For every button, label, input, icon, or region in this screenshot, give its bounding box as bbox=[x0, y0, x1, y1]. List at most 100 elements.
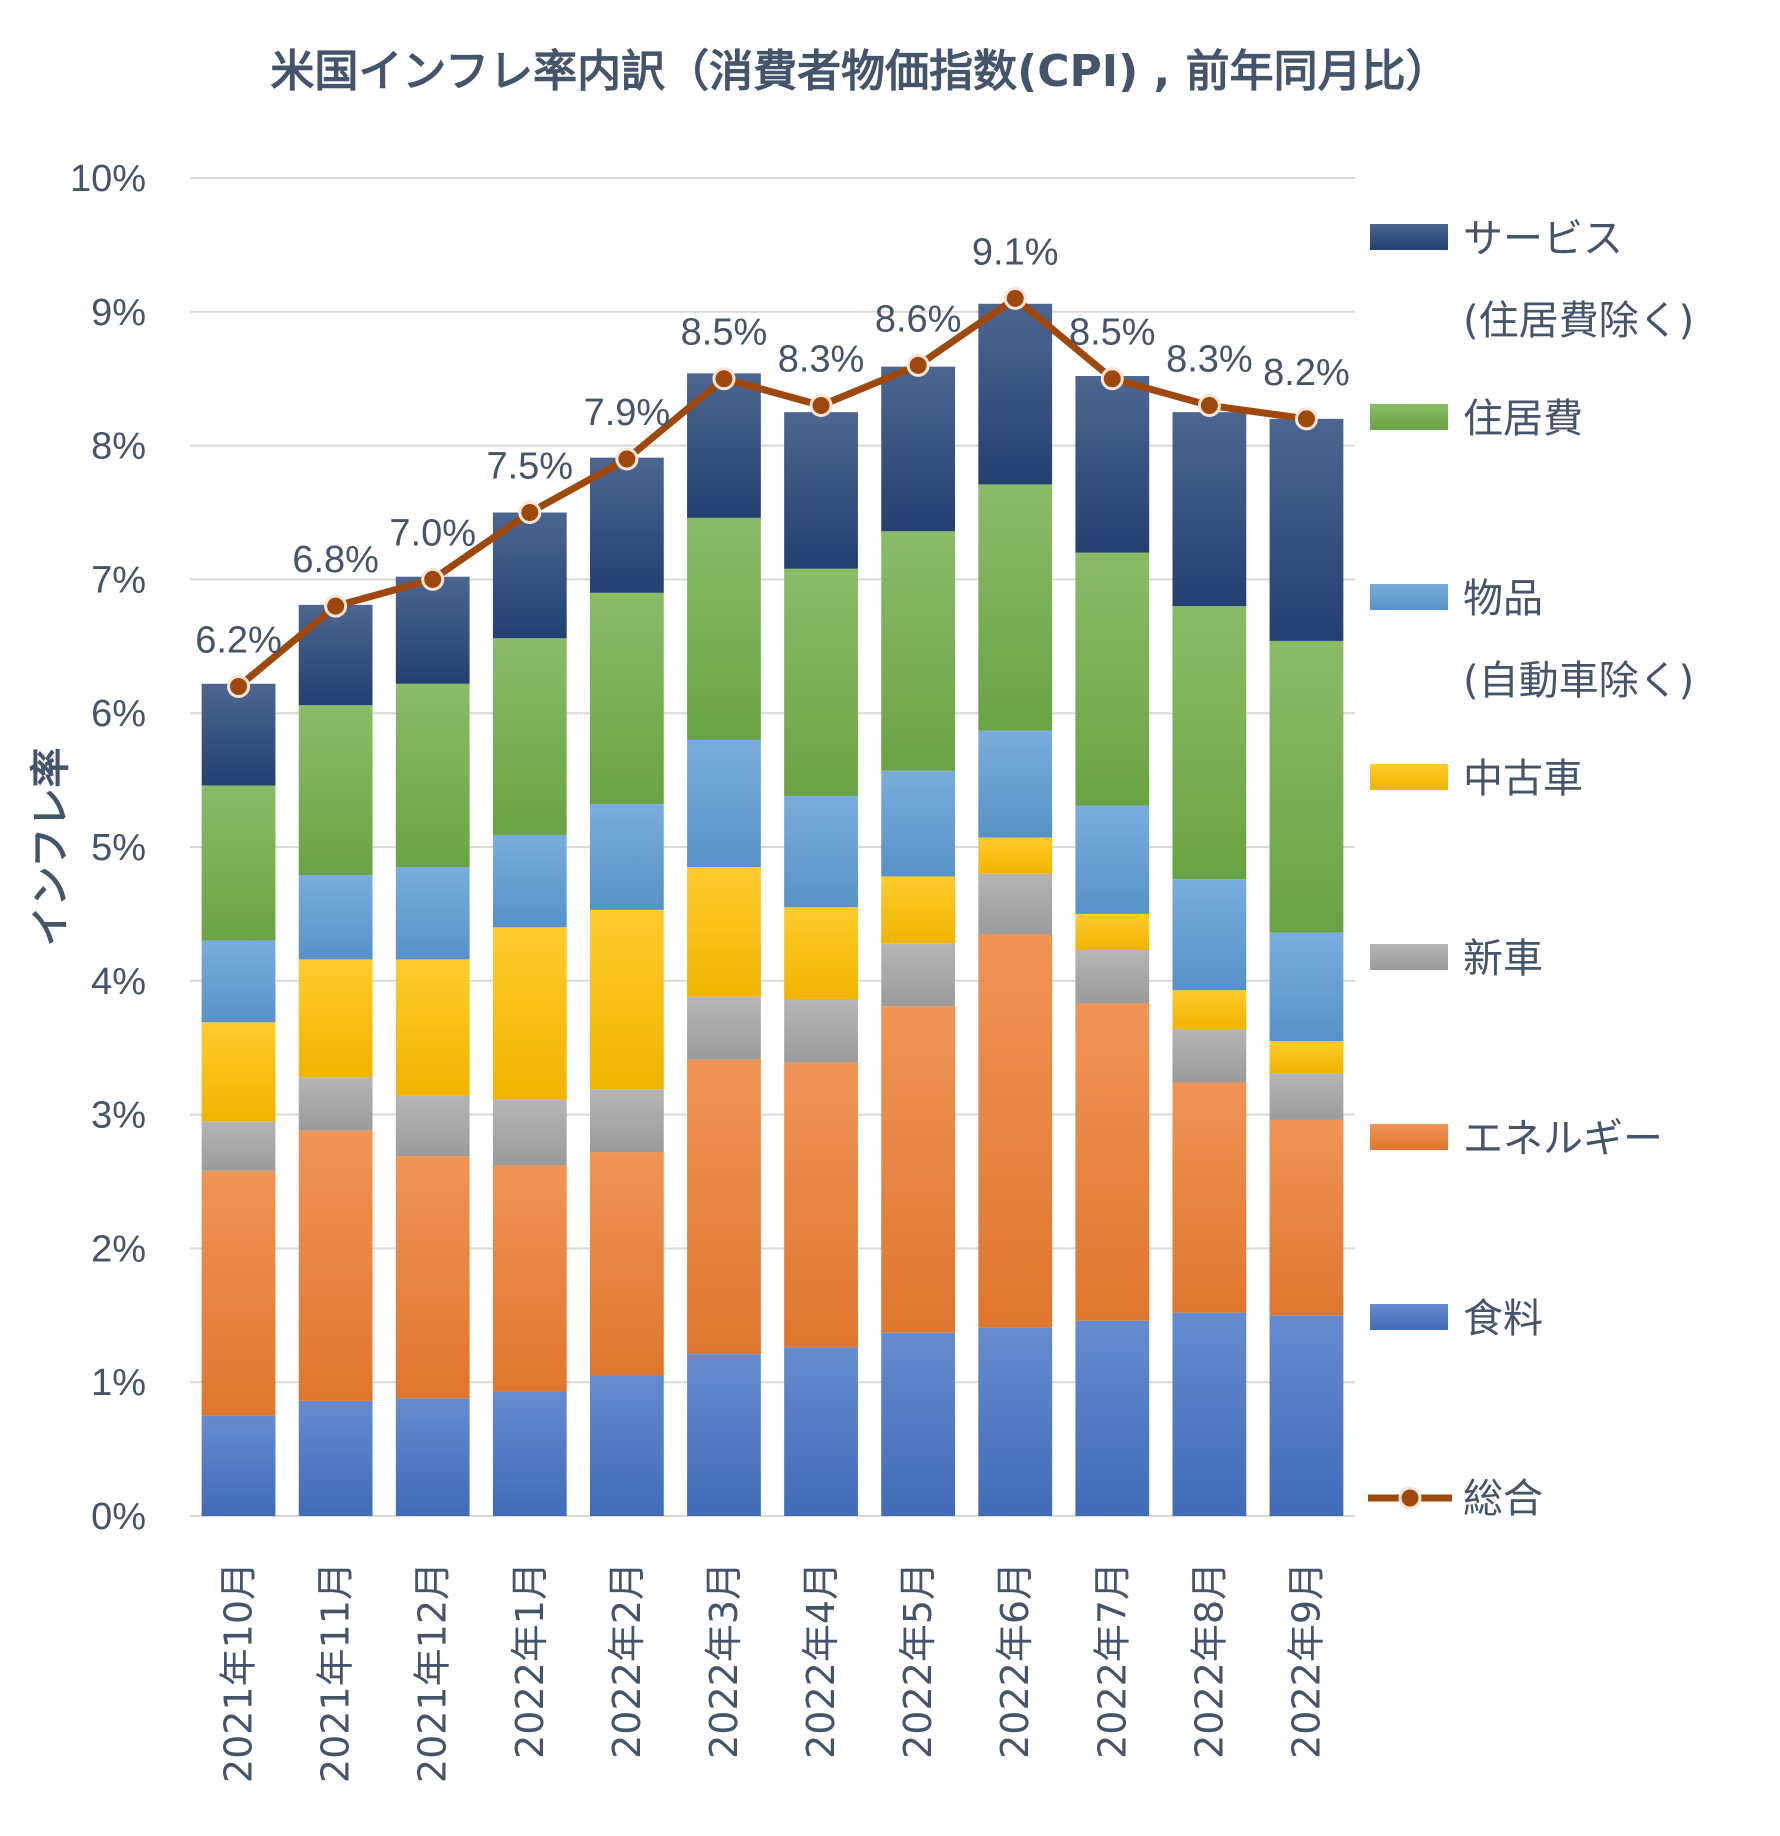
bar-segment bbox=[589, 909, 664, 1090]
bar-segment bbox=[298, 875, 373, 960]
total-data-label: 6.8% bbox=[292, 539, 379, 581]
bar-segment bbox=[1269, 1041, 1344, 1074]
bar-segment bbox=[1075, 913, 1150, 951]
bar-segment bbox=[1075, 376, 1150, 553]
bar-segment bbox=[1172, 1082, 1247, 1313]
bar-segment bbox=[978, 303, 1053, 485]
bar-segment bbox=[784, 568, 858, 797]
total-data-label: 8.2% bbox=[1263, 352, 1350, 394]
total-point bbox=[615, 447, 639, 471]
x-axis-ticks: 2021年10月 2021年11月 2021年12月 2022年1月 2022年2月 20… bbox=[217, 1562, 1329, 1783]
bar-segment bbox=[201, 1121, 276, 1171]
bar-segment bbox=[978, 873, 1053, 934]
bar-segment bbox=[492, 1099, 567, 1166]
bar-segment bbox=[687, 867, 761, 997]
legend-label: 住居費 bbox=[1463, 396, 1583, 442]
bar-segment bbox=[589, 804, 664, 910]
bar-segment bbox=[298, 959, 373, 1078]
legend-label: エネルギー bbox=[1463, 1116, 1663, 1162]
legend-label: (住居費除く) bbox=[1463, 298, 1694, 344]
bar-segment bbox=[784, 412, 858, 569]
bar-segment bbox=[881, 366, 956, 532]
bar-segment bbox=[395, 1156, 470, 1399]
total-point bbox=[1197, 393, 1221, 417]
legend-swatch bbox=[1370, 224, 1448, 250]
total-point bbox=[1100, 367, 1124, 391]
bar-segment bbox=[1269, 418, 1344, 641]
bar-segment bbox=[687, 1059, 761, 1355]
y-tick-label: 5% bbox=[91, 827, 146, 869]
x-tick-label: 2021年11月 bbox=[314, 1562, 358, 1783]
bar-segment bbox=[589, 457, 664, 593]
legend-label: 新車 bbox=[1463, 936, 1543, 982]
bar-segment bbox=[201, 683, 276, 786]
total-data-label: 7.9% bbox=[584, 392, 671, 434]
total-series-line bbox=[236, 294, 1307, 690]
bar-segment bbox=[1075, 1320, 1150, 1516]
bar-segment bbox=[687, 739, 761, 868]
total-point bbox=[712, 367, 736, 391]
bar-segment bbox=[978, 933, 1053, 1328]
legend-marker bbox=[1398, 1486, 1422, 1510]
bar-segment bbox=[784, 999, 858, 1063]
legend-label: 物品 bbox=[1463, 576, 1543, 622]
bar-segment bbox=[1269, 1073, 1344, 1120]
x-tick-label: 2022年1月 bbox=[508, 1562, 552, 1759]
total-data-label: 9.1% bbox=[972, 231, 1059, 273]
chart-title: 米国インフレ率内訳（消費者物価指数(CPI) , 前年同月比） bbox=[270, 46, 1449, 97]
legend-swatch bbox=[1370, 764, 1448, 790]
bar-segment bbox=[881, 1006, 956, 1333]
gridlines bbox=[190, 177, 1355, 1517]
total-data-label: 8.5% bbox=[1069, 312, 1156, 354]
y-axis-ticks: 0% 1% 2% 3% 4% 5% 6% 7% 8% 9% 10% bbox=[70, 158, 146, 1538]
y-tick-label: 6% bbox=[91, 693, 146, 735]
bar-segment bbox=[298, 1400, 373, 1516]
x-tick-label: 2021年10月 bbox=[217, 1562, 261, 1783]
legend-swatch bbox=[1370, 404, 1448, 430]
legend-label: 食料 bbox=[1463, 1296, 1543, 1342]
x-tick-label: 2022年4月 bbox=[799, 1562, 843, 1759]
x-tick-label: 2022年5月 bbox=[896, 1562, 940, 1759]
bar-segment bbox=[492, 638, 567, 835]
bar-segment bbox=[589, 1089, 664, 1153]
bar-segment bbox=[784, 1347, 858, 1516]
y-tick-label: 4% bbox=[91, 961, 146, 1003]
legend-swatch bbox=[1370, 1124, 1448, 1150]
bar-segment bbox=[201, 785, 276, 941]
bar-segment bbox=[1075, 1003, 1150, 1321]
legend-label: サービス bbox=[1463, 216, 1623, 262]
legend-swatch bbox=[1370, 1304, 1448, 1330]
bar-segment bbox=[1172, 606, 1247, 880]
legend-swatch bbox=[1370, 944, 1448, 970]
x-tick-label: 2022年6月 bbox=[993, 1562, 1037, 1759]
total-data-label: 7.5% bbox=[486, 446, 573, 488]
legend-label: 中古車 bbox=[1463, 756, 1583, 802]
bar-segment bbox=[1172, 412, 1247, 607]
y-tick-label: 1% bbox=[91, 1362, 146, 1404]
bar-segment bbox=[1269, 1315, 1344, 1516]
legend-label: (自動車除く) bbox=[1463, 658, 1694, 704]
x-tick-label: 2022年8月 bbox=[1187, 1562, 1231, 1759]
bar-segment bbox=[1269, 1119, 1344, 1316]
bar-segment bbox=[1172, 879, 1247, 991]
bar-segment bbox=[687, 517, 761, 740]
bar-segment bbox=[395, 1095, 470, 1157]
bar-segment bbox=[1075, 552, 1150, 806]
bar-segment bbox=[492, 1165, 567, 1392]
x-tick-label: 2022年3月 bbox=[702, 1562, 746, 1759]
bar-segment bbox=[978, 837, 1053, 874]
bar-segment bbox=[395, 576, 470, 684]
y-tick-label: 9% bbox=[91, 292, 146, 334]
bar-segment bbox=[395, 959, 470, 1096]
bar-segment bbox=[395, 683, 470, 868]
bar-segment bbox=[298, 1130, 373, 1401]
x-tick-label: 2022年9月 bbox=[1284, 1562, 1328, 1759]
bar-segment bbox=[589, 1152, 664, 1376]
total-point bbox=[906, 353, 930, 377]
bar-segment bbox=[1269, 640, 1344, 933]
y-tick-label: 7% bbox=[91, 559, 146, 601]
total-data-label: 8.3% bbox=[1166, 338, 1253, 380]
total-data-label: 8.6% bbox=[875, 298, 962, 340]
total-point bbox=[421, 567, 445, 591]
